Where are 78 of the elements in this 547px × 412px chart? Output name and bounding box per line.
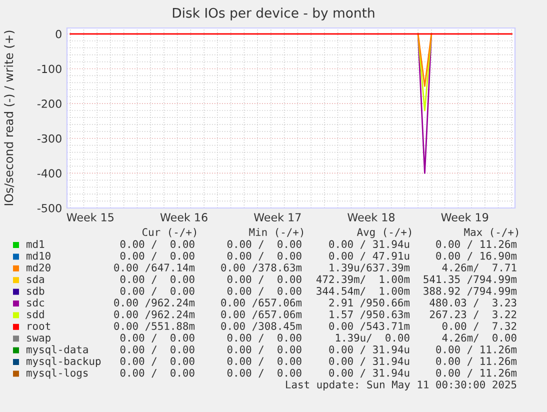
legend-label: root	[28, 322, 50, 330]
text: 0.00 /962.24m	[114, 298, 195, 308]
legend-label: md20	[26, 263, 50, 272]
text: 0.00 / 0.00	[120, 252, 194, 261]
text: 0.00 /647.14m	[114, 264, 195, 272]
text: 0.00 / 0.00	[227, 252, 302, 261]
legend-label: sdc	[27, 298, 44, 307]
text: 0.00 / 0.00	[227, 368, 302, 378]
text: 541.35 /794.99m	[424, 275, 517, 284]
x-tick-label: Week 19	[441, 212, 488, 222]
text: Max (-/+)	[464, 228, 518, 238]
legend-label: mysql-backup	[26, 356, 101, 368]
text: 388.92 /794.99m	[424, 286, 517, 296]
legend-label: md1	[26, 240, 44, 248]
legend-label: sda	[27, 275, 44, 284]
x-tick-label: Week 16	[160, 212, 208, 222]
legend-label: md10	[26, 252, 50, 260]
legend-label: swap	[27, 336, 50, 344]
text: 0.00 / 0.00	[120, 286, 194, 296]
x-tick-label: Week 15	[66, 212, 114, 222]
text: 0.00 / 31.94u	[329, 240, 410, 249]
text: Min (-/+)	[249, 228, 304, 238]
y-tick-label: 0	[56, 30, 62, 38]
text: 2.91 /950.66m	[329, 298, 410, 308]
text: 480.03 / 3.23	[430, 298, 516, 308]
text: 0.00 /962.24m	[114, 310, 195, 320]
text: Avg (-/+)	[356, 228, 412, 238]
text: 0.00 / 0.00	[120, 334, 194, 342]
text: 0.00 / 0.00	[120, 240, 194, 249]
text: 0.00 /543.71m	[329, 322, 410, 331]
text: 344.54m/ 1.00m	[316, 286, 410, 296]
text: 1.39u/637.39m	[330, 264, 410, 272]
text: 0.00 / 0.00	[227, 286, 302, 296]
text: 0.00 / 0.00	[120, 357, 194, 366]
text: 0.00 /657.06m	[221, 310, 302, 320]
y-tick-label: -200	[37, 100, 62, 108]
text: 0.00 / 31.94u	[329, 357, 410, 366]
legend-label: sdd	[27, 310, 44, 318]
text: 0.00 / 0.00	[227, 275, 302, 284]
text: 0.00 / 7.32	[442, 322, 516, 331]
text: 4.26m/ 7.71	[442, 264, 516, 272]
text: 0.00 / 11.26m	[436, 345, 517, 354]
text: 0.00 / 11.26m	[436, 357, 517, 366]
text: Cur (-/+)	[142, 228, 196, 238]
text: 0.00 / 31.94u	[329, 368, 410, 378]
text: 0.00 / 0.00	[227, 357, 302, 366]
legend-label: mysql-logs	[26, 368, 88, 379]
text: 0.00 / 0.00	[227, 334, 302, 342]
legend-label: sdb	[27, 286, 44, 295]
text: 0.00 / 11.26m	[436, 368, 517, 378]
text: 0.00 / 0.00	[120, 368, 194, 378]
text: 0.00 /308.45m	[221, 322, 302, 331]
text: 267.23 / 3.22	[430, 310, 516, 320]
text: 0.00 /378.63m	[221, 264, 302, 272]
legend-label: mysql-data	[26, 345, 88, 356]
text: 0.00 / 0.00	[227, 240, 302, 249]
x-tick-label: Week 18	[348, 212, 395, 222]
text: 0.00 /551.88m	[114, 322, 195, 331]
y-tick-label: -300	[37, 134, 62, 143]
y-tick-label: -100	[37, 64, 62, 74]
text: 1.57 /950.63m	[330, 310, 410, 320]
text: 0.00 / 0.00	[120, 345, 194, 354]
text: 0.00 /657.06m	[221, 298, 302, 308]
text: 4.26m/ 0.00	[442, 334, 516, 342]
y-axis-title: IOs/second read (-) / write (+)	[4, 30, 15, 206]
text: 1.39u/ 0.00	[336, 334, 410, 342]
text: 0.00 / 0.00	[120, 275, 194, 284]
text: 0.00 / 0.00	[227, 345, 302, 354]
text: 472.39m/ 1.00m	[316, 275, 410, 284]
text: 0.00 / 31.94u	[329, 345, 410, 354]
x-tick-label: Week 17	[254, 212, 301, 222]
chart-title: Disk IOs per device - by month	[172, 8, 374, 20]
y-tick-label: -500	[37, 204, 62, 212]
text: 0.00 / 47.91u	[329, 252, 410, 261]
text: 0.00 / 11.26m	[436, 240, 517, 249]
y-tick-label: -400	[37, 169, 62, 178]
text: Last update: Sun May 11 00:30:00 2025	[286, 380, 516, 390]
text: 0.00 / 16.90m	[436, 252, 517, 261]
